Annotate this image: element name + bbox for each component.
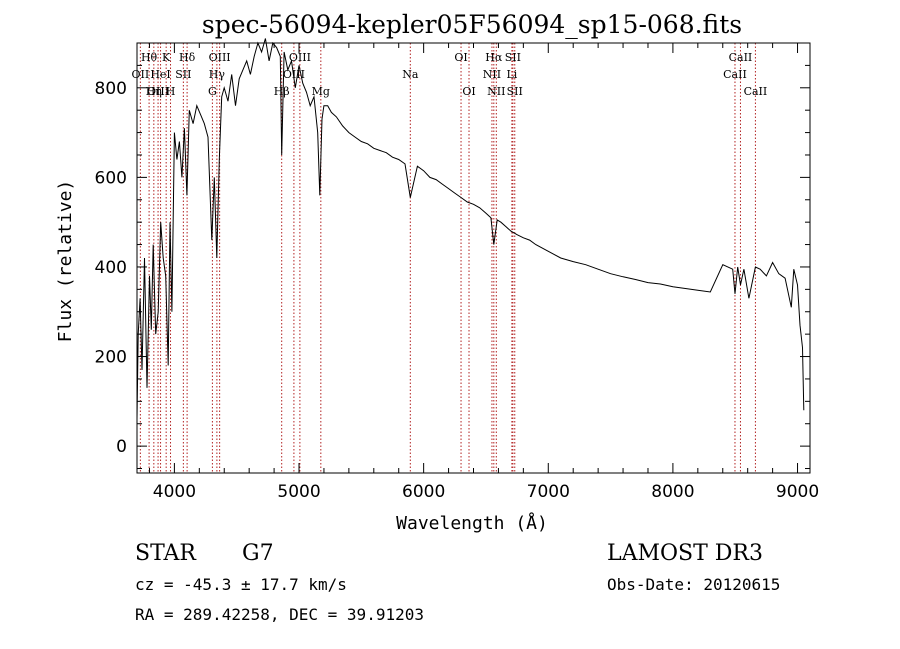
x-tick-label: 8000	[651, 482, 694, 502]
x-axis-ticks: 4000 5000 6000 7000 8000 9000	[148, 43, 819, 502]
object-class: STAR	[135, 541, 197, 566]
coordinates-text: RA = 289.42258, DEC = 39.91203	[135, 605, 424, 624]
line-marker-label: NII	[487, 85, 505, 98]
line-marker-label: CaII	[723, 68, 747, 81]
line-marker-label: Hδ	[179, 51, 196, 64]
line-marker-label: OI	[454, 51, 467, 64]
y-tick-label: 0	[116, 437, 127, 457]
x-tick-label: 6000	[402, 482, 445, 502]
line-marker-label: CaII	[729, 51, 753, 64]
line-marker-label: OIII	[147, 85, 169, 98]
line-marker-label: CaII	[744, 85, 768, 98]
line-marker-label: OII	[132, 68, 150, 81]
obs-date-text: Obs-Date: 20120615	[607, 575, 780, 594]
line-marker-label: SII	[175, 68, 191, 81]
y-tick-label: 800	[95, 79, 127, 99]
x-tick-label: 4000	[153, 482, 196, 502]
line-marker-label: K	[162, 51, 171, 64]
line-marker-label: Hη	[146, 85, 162, 98]
line-marker-label: Hθ	[141, 51, 158, 64]
line-marker-label: SII	[507, 85, 523, 98]
y-axis-ticks: 0 200 400 600 800	[95, 42, 810, 470]
x-axis-label: Wavelength (Å)	[396, 512, 548, 534]
chart-title: spec-56094-kepler05F56094_sp15-068.fits	[202, 10, 742, 39]
survey-name: LAMOST DR3	[607, 541, 763, 566]
line-marker-label: OIII	[289, 51, 311, 64]
redshift-text: cz = -45.3 ± 17.7 km/s	[135, 575, 347, 594]
line-marker-label: Mg	[312, 85, 330, 98]
y-tick-label: 600	[95, 168, 127, 188]
line-marker-label: Hβ	[274, 85, 290, 98]
line-marker-label: Hγ	[209, 68, 226, 81]
line-marker-label: Li	[506, 68, 517, 81]
x-tick-label: 7000	[527, 482, 570, 502]
line-marker-label: SII	[505, 51, 521, 64]
y-axis-label: Flux (relative)	[55, 180, 76, 343]
line-marker-label: H	[166, 85, 176, 98]
line-marker-label: G	[208, 85, 217, 98]
spectrum-line	[136, 38, 805, 420]
line-marker-label: Na	[402, 68, 419, 81]
x-tick-label: 9000	[776, 482, 819, 502]
line-marker-label: HeI	[150, 68, 170, 81]
emission-line-markers	[139, 43, 756, 473]
x-tick-label: 5000	[277, 482, 320, 502]
line-marker-label: NII	[483, 68, 501, 81]
y-tick-label: 400	[95, 258, 127, 278]
y-tick-label: 200	[95, 348, 127, 368]
line-marker-label: Hα	[485, 51, 503, 64]
line-marker-label: OI	[462, 85, 475, 98]
line-marker-label: OIII	[209, 51, 231, 64]
spectral-subclass: G7	[242, 541, 274, 566]
plot-frame	[136, 42, 811, 474]
